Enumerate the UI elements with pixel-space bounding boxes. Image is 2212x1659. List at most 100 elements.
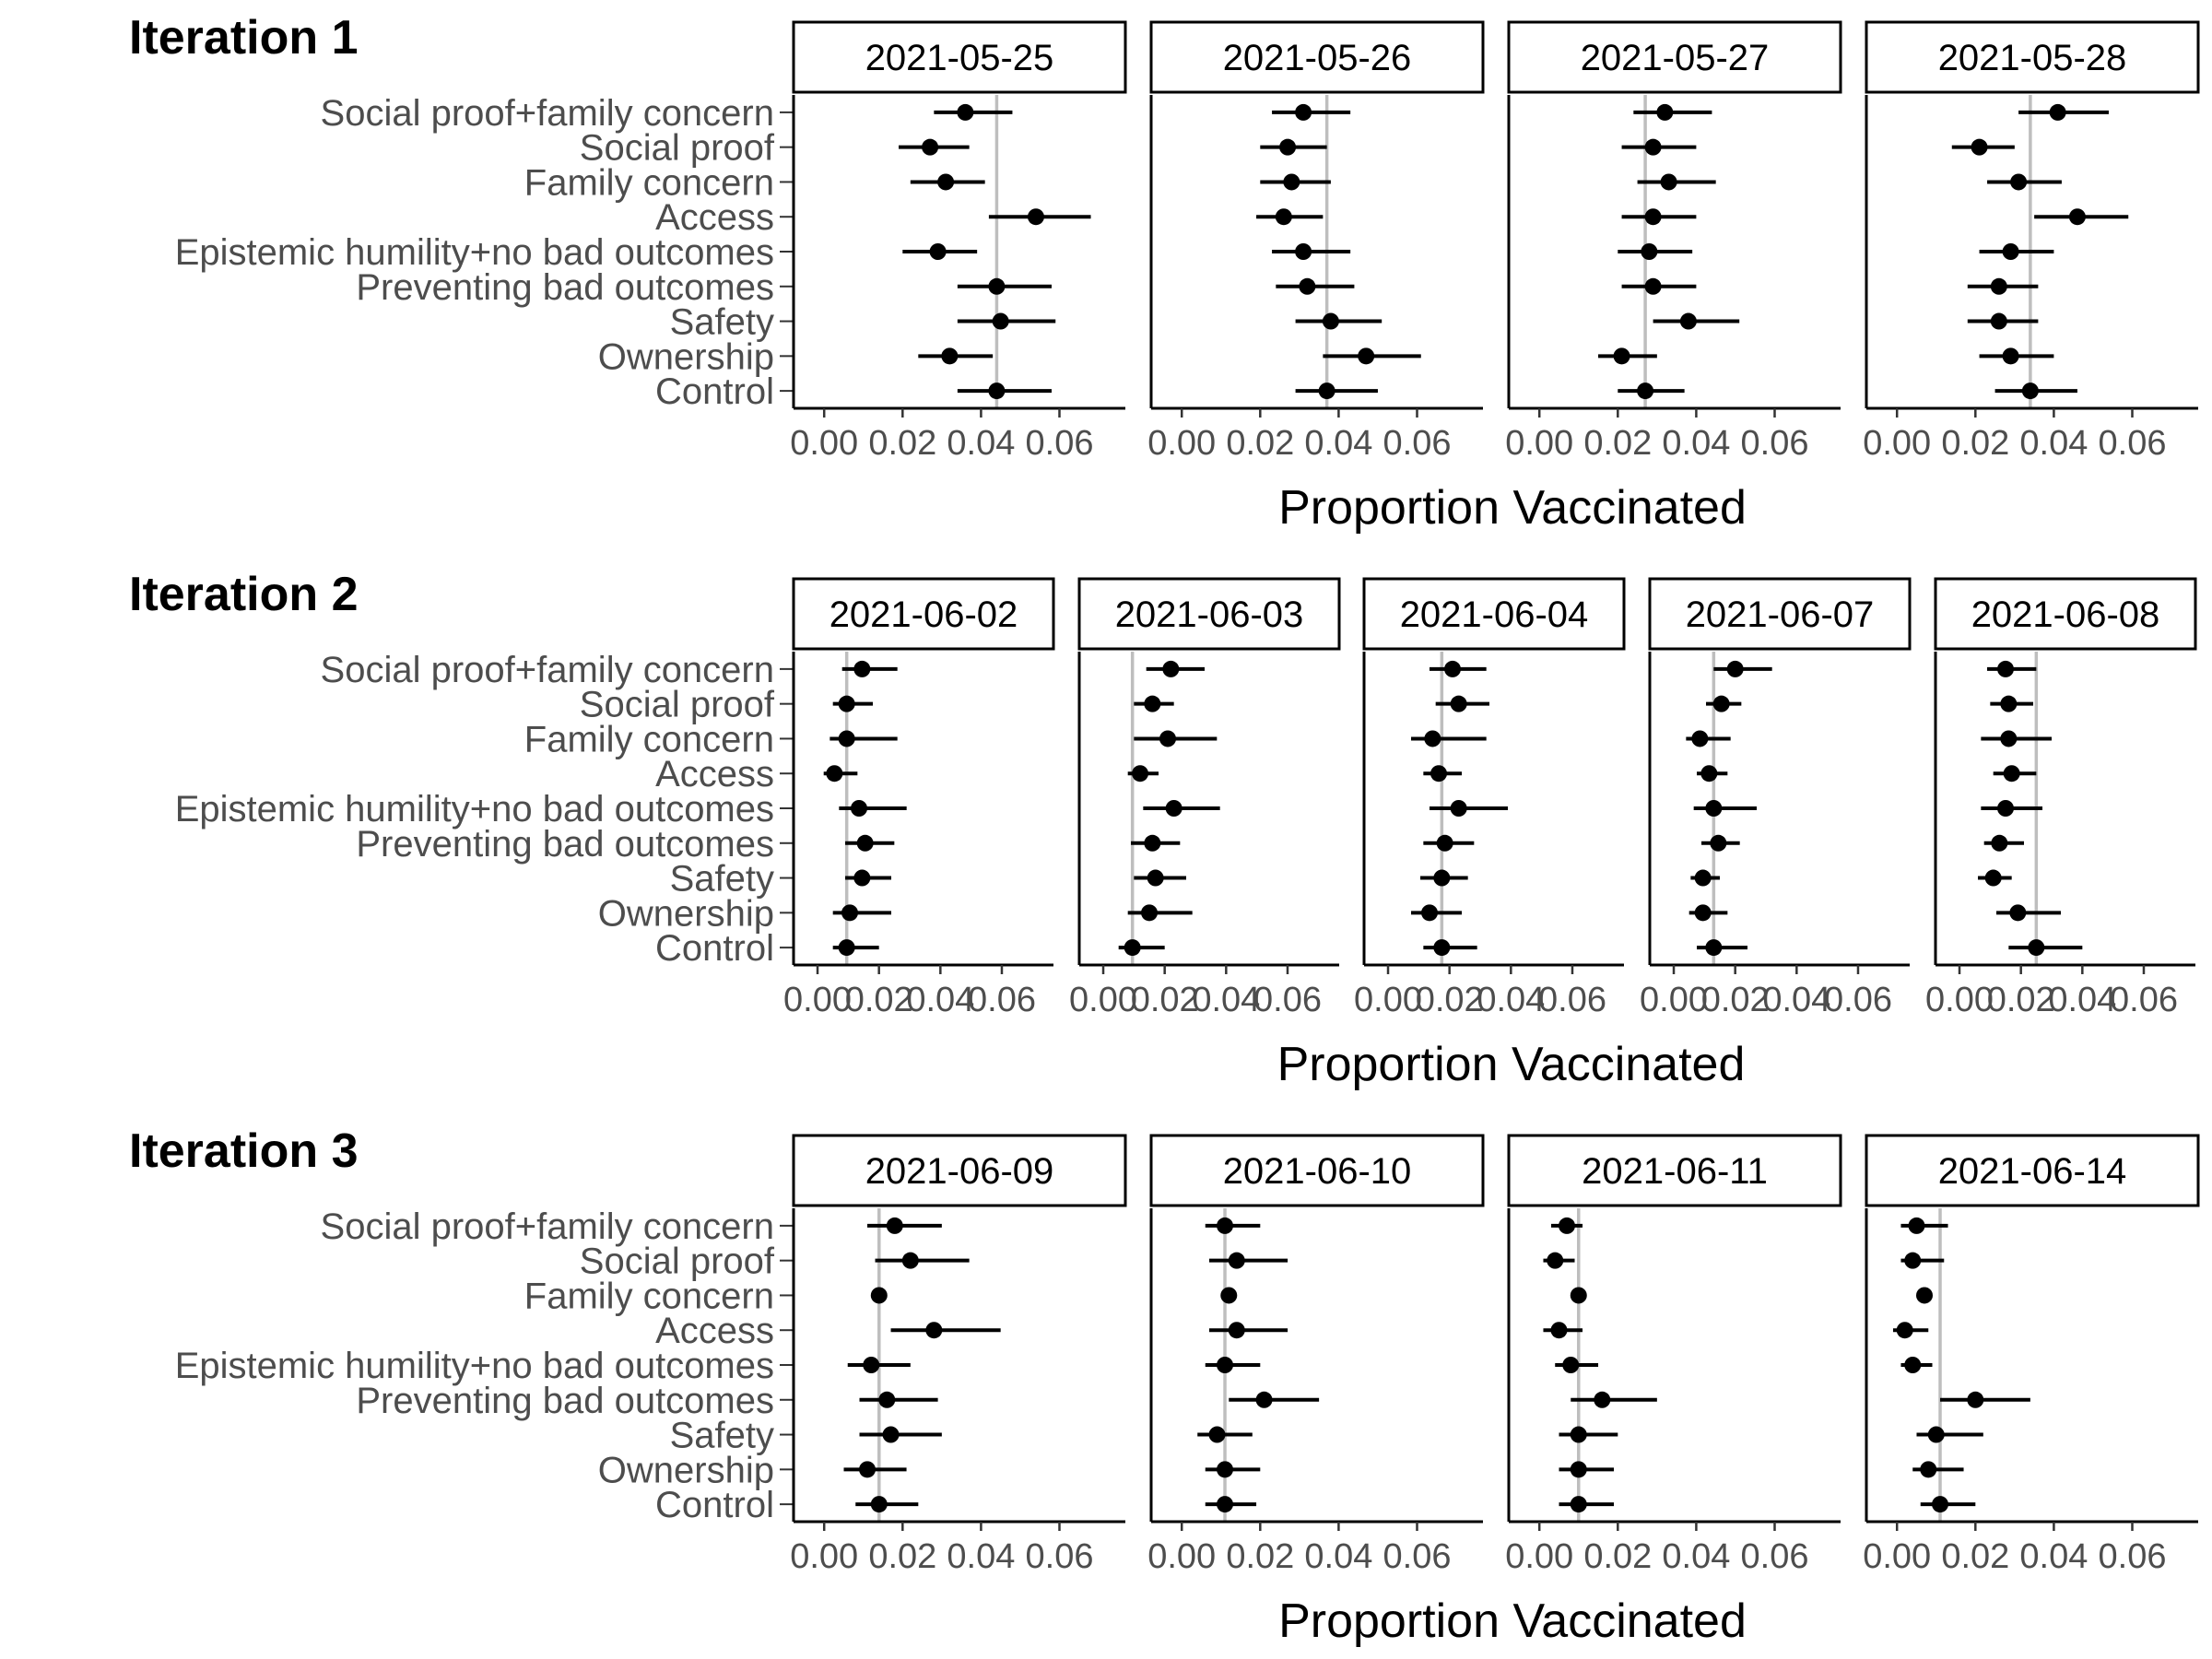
x-tick-label: 0.04 (906, 981, 974, 1019)
facet-panel: 2021-06-07 0.000.020.040.06 (1640, 577, 1912, 1019)
category-label: Social proof (580, 685, 775, 725)
data-point (863, 1357, 880, 1373)
category-label: Control (655, 1485, 774, 1525)
facet-strip (1507, 1134, 1842, 1207)
data-point (941, 347, 959, 365)
x-tick-label: 0.04 (947, 1537, 1015, 1576)
data-point (1932, 1496, 1949, 1513)
data-point (1433, 869, 1451, 887)
x-tick-label: 0.02 (1226, 1537, 1294, 1576)
category-label: Family concern (524, 719, 774, 759)
data-point (1132, 765, 1149, 782)
data-point (859, 1461, 877, 1478)
data-point (1694, 869, 1712, 887)
x-tick-label: 0.00 (1640, 981, 1708, 1019)
data-point (1700, 765, 1718, 782)
category-label: Preventing bad outcomes (356, 1381, 774, 1421)
data-point (1559, 1217, 1575, 1234)
x-axis-title: Proportion Vaccinated (1278, 1594, 1747, 1648)
iteration-block: Iteration 2 Social proof+family concernSo… (129, 568, 2197, 1091)
category-label: Social proof+family concern (321, 93, 774, 134)
data-point (1433, 939, 1451, 957)
data-point (2000, 730, 2018, 747)
data-point (1570, 1287, 1587, 1304)
data-point (1318, 382, 1335, 400)
x-tick-label: 0.04 (1304, 1537, 1372, 1576)
data-point (1141, 904, 1159, 922)
facet-panel: 2021-05-27 0.00 0.02 0.04 0.06 (1505, 20, 1842, 463)
x-tick-label: 0.02 (1941, 424, 2009, 463)
data-point (1147, 869, 1164, 887)
x-tick-label: 0.02 (1226, 424, 1294, 463)
data-point (1990, 277, 2007, 295)
data-point (1208, 1426, 1226, 1443)
facet-strip (792, 20, 1127, 94)
x-axis-title: Proportion Vaccinated (1277, 1038, 1746, 1091)
x-tick-label: 0.00 (1505, 1537, 1573, 1576)
data-point (1322, 312, 1339, 330)
facet-panel: 2021-05-28 0.00 0.02 0.04 0.06 (1863, 20, 2200, 463)
data-point (1424, 730, 1441, 747)
facet-panel: 2021-06-02 0.000.020.040.06 (783, 577, 1055, 1019)
x-tick-label: 0.00 (1147, 424, 1216, 463)
data-point (1967, 1391, 1984, 1408)
data-point (1613, 347, 1630, 365)
facet-panel: 2021-06-09 0.00 0.02 0.04 0.06 (790, 1134, 1127, 1576)
data-point (1295, 103, 1312, 121)
x-tick-label: 0.06 (2099, 424, 2167, 463)
category-label: Family concern (524, 162, 774, 203)
data-point (838, 730, 855, 747)
facet-strip (1934, 577, 2197, 651)
data-point (1656, 103, 1674, 121)
facet-panel: 2021-06-11 0.00 0.02 0.04 0.06 (1505, 1134, 1842, 1576)
data-point (870, 1287, 888, 1304)
data-point (1279, 138, 1297, 156)
facet-strip (1865, 1134, 2200, 1207)
x-tick-label: 0.02 (1583, 1537, 1652, 1576)
data-point (1430, 765, 1448, 782)
x-tick-label: 0.02 (1131, 981, 1199, 1019)
facet-date-label: 2021-05-28 (1938, 38, 2127, 78)
x-tick-label: 0.06 (968, 981, 1036, 1019)
x-tick-label: 0.06 (2110, 981, 2178, 1019)
data-point (1444, 660, 1462, 677)
x-tick-label: 0.04 (947, 424, 1015, 463)
data-point (841, 904, 859, 922)
x-tick-label: 0.04 (1662, 424, 1730, 463)
x-tick-label: 0.00 (1354, 981, 1422, 1019)
data-point (1217, 1496, 1234, 1513)
x-tick-label: 0.04 (1762, 981, 1830, 1019)
facet-panel: 2021-06-08 0.000.020.040.06 (1925, 577, 2197, 1019)
x-tick-label: 0.00 (783, 981, 852, 1019)
category-label: Epistemic humility+no bad outcomes (175, 1346, 774, 1386)
data-point (878, 1391, 896, 1408)
data-point (1295, 243, 1312, 260)
x-tick-label: 0.06 (1026, 1537, 1094, 1576)
data-point (2068, 208, 2086, 226)
data-point (1124, 939, 1141, 957)
x-axis-title: Proportion Vaccinated (1278, 481, 1747, 535)
facet-date-label: 2021-05-25 (865, 38, 1054, 78)
x-tick-label: 0.04 (2048, 981, 2116, 1019)
category-label: Access (655, 754, 774, 794)
data-point (1997, 660, 2015, 677)
data-point (1450, 695, 1467, 712)
category-label: Control (655, 928, 774, 969)
data-point (988, 382, 1006, 400)
data-point (1705, 939, 1723, 957)
x-tick-label: 0.00 (1863, 424, 1931, 463)
facet-date-label: 2021-06-09 (865, 1151, 1054, 1192)
data-point (1027, 208, 1044, 226)
facet-strip (1362, 577, 1626, 651)
iteration-block: Iteration 3 Social proof+family concernSo… (129, 1124, 2200, 1648)
x-tick-label: 0.06 (1741, 424, 1809, 463)
facet-panel: 2021-06-10 0.00 0.02 0.04 0.06 (1147, 1134, 1485, 1576)
iteration-title: Iteration 1 (129, 11, 359, 65)
data-point (957, 103, 974, 121)
data-point (2003, 765, 2020, 782)
data-point (1726, 660, 1744, 677)
category-label: Family concern (524, 1276, 774, 1316)
facet-panel: 2021-06-04 0.000.020.040.06 (1354, 577, 1626, 1019)
data-point (856, 834, 874, 852)
facet-strip (1865, 20, 2200, 94)
